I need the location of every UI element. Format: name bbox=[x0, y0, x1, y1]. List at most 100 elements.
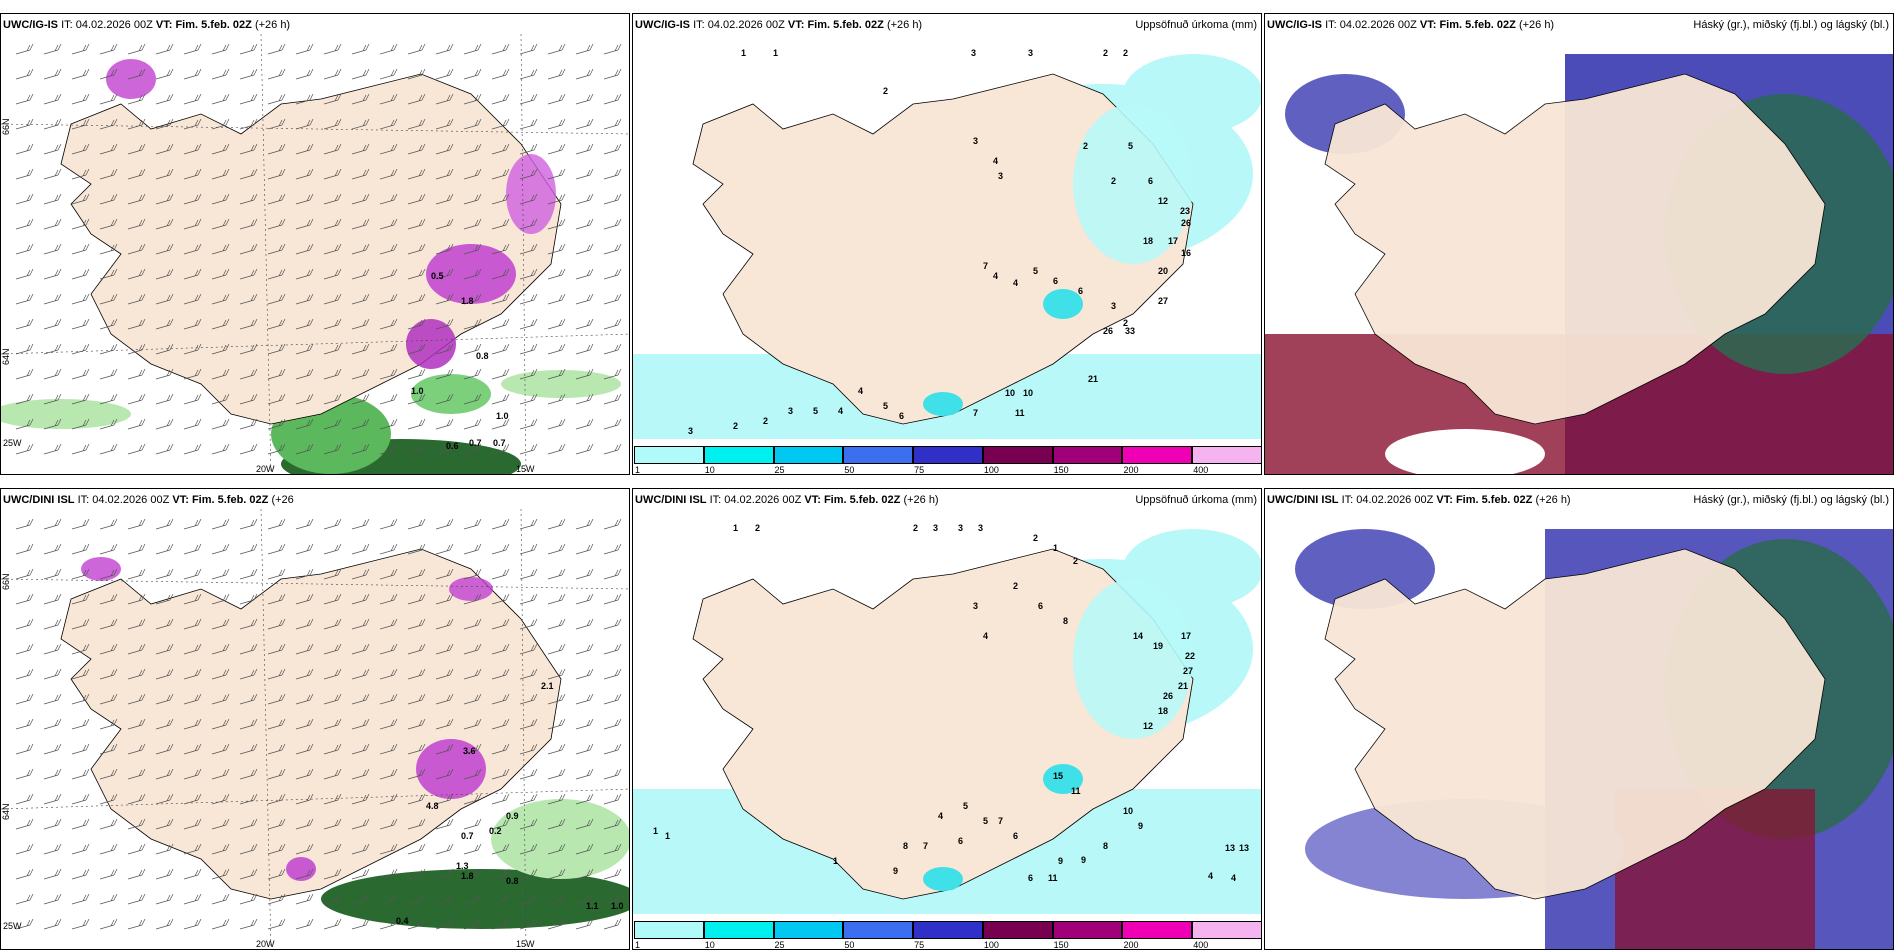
wind-barb bbox=[323, 293, 342, 305]
wind-barb bbox=[15, 543, 34, 555]
panel-bottom-left-wind-map: UWC/DINI ISL IT: 04.02.2026 00Z VT: Fim.… bbox=[0, 488, 630, 950]
wind-barb bbox=[211, 293, 230, 305]
lat-label: 66N bbox=[1, 118, 11, 135]
lon-label: 15W bbox=[516, 939, 535, 949]
vt-value: Fim. 5.feb. 02Z bbox=[191, 494, 269, 506]
wind-barb bbox=[351, 718, 370, 730]
colorbar-label: 100 bbox=[983, 940, 999, 950]
wind-barb bbox=[351, 568, 370, 580]
precip-value: 2 bbox=[883, 86, 888, 96]
wind-barb bbox=[435, 693, 454, 705]
wind-barb bbox=[463, 393, 482, 405]
value-label: 1.3 bbox=[456, 861, 469, 871]
wind-barb bbox=[267, 368, 286, 380]
wind-barb bbox=[407, 593, 426, 605]
precip-value: 13 bbox=[1239, 843, 1249, 853]
wind-barb bbox=[239, 618, 258, 630]
wind-barb bbox=[183, 243, 202, 255]
wind-barb bbox=[15, 668, 34, 680]
wind-barb bbox=[43, 243, 62, 255]
model-name: UWC/IG-IS bbox=[1267, 19, 1322, 31]
wind-barb bbox=[603, 318, 622, 330]
colorbar-swatch bbox=[1192, 446, 1261, 464]
wind-barb bbox=[127, 118, 146, 130]
wind-barb bbox=[295, 418, 314, 430]
wind-barb bbox=[491, 168, 510, 180]
wind-barb bbox=[71, 168, 90, 180]
wind-barb bbox=[463, 643, 482, 655]
wind-barb bbox=[323, 168, 342, 180]
wind-barb bbox=[351, 443, 370, 455]
wind-barb bbox=[183, 543, 202, 555]
wind-barb bbox=[603, 393, 622, 405]
wind-barb bbox=[239, 393, 258, 405]
wind-barb bbox=[519, 668, 538, 680]
wind-barb bbox=[99, 93, 118, 105]
wind-barb bbox=[295, 643, 314, 655]
precip-value: 19 bbox=[1153, 641, 1163, 651]
wind-barbs bbox=[15, 518, 622, 930]
wind-barb bbox=[99, 393, 118, 405]
wind-barb bbox=[379, 218, 398, 230]
wind-barb bbox=[379, 518, 398, 530]
wind-barb bbox=[491, 543, 510, 555]
wind-barb bbox=[547, 843, 566, 855]
wind-barb bbox=[351, 618, 370, 630]
wind-barb bbox=[43, 418, 62, 430]
wind-barb bbox=[407, 793, 426, 805]
it-label: IT: bbox=[61, 19, 73, 31]
wind-barb bbox=[407, 343, 426, 355]
wind-barb bbox=[603, 793, 622, 805]
wind-barb bbox=[155, 418, 174, 430]
wind-barb bbox=[15, 168, 34, 180]
wind-barb bbox=[407, 268, 426, 280]
wind-barb bbox=[547, 393, 566, 405]
precip-heavy bbox=[923, 104, 1193, 416]
precip-value: 8 bbox=[1063, 616, 1068, 626]
precip-value: 6 bbox=[1078, 286, 1083, 296]
wind-barb bbox=[491, 118, 510, 130]
wind-barb bbox=[323, 593, 342, 605]
wind-barb bbox=[183, 918, 202, 930]
wind-barb bbox=[211, 618, 230, 630]
wind-barb bbox=[575, 418, 594, 430]
vt-value: Fim. 5.feb. 02Z bbox=[175, 19, 252, 31]
wind-barb bbox=[71, 693, 90, 705]
wind-barb bbox=[351, 143, 370, 155]
wind-barb bbox=[351, 293, 370, 305]
wind-barb bbox=[127, 718, 146, 730]
panel-bottom-middle-precip-map: UWC/DINI ISL IT: 04.02.2026 00Z VT: Fim.… bbox=[632, 488, 1262, 950]
wind-barb bbox=[547, 743, 566, 755]
wind-barb bbox=[43, 718, 62, 730]
colorbar-swatch bbox=[1052, 446, 1123, 464]
wind-barb bbox=[295, 93, 314, 105]
wind-barb bbox=[323, 518, 342, 530]
colorbar-swatch bbox=[703, 921, 774, 939]
wind-barb bbox=[183, 868, 202, 880]
wind-barbs bbox=[15, 43, 622, 455]
wind-barb bbox=[155, 243, 174, 255]
colorbar-swatch bbox=[634, 921, 704, 939]
wind-barb bbox=[267, 618, 286, 630]
wind-barb bbox=[519, 218, 538, 230]
wind-barb bbox=[603, 643, 622, 655]
wind-barb bbox=[155, 293, 174, 305]
wind-map: 66N 64N 25W 20W 15W 0.5 1.0 1.0 0.6 0.7 … bbox=[1, 34, 629, 474]
wind-barb bbox=[519, 843, 538, 855]
wind-barb bbox=[211, 143, 230, 155]
wind-barb bbox=[379, 793, 398, 805]
wind-barb bbox=[407, 918, 426, 930]
wind-barb bbox=[435, 393, 454, 405]
wind-barb bbox=[183, 568, 202, 580]
colorbar-swatch bbox=[634, 446, 704, 464]
colorbar-swatch bbox=[982, 446, 1053, 464]
wind-barb bbox=[351, 818, 370, 830]
wind-barb bbox=[71, 618, 90, 630]
iceland-landmass bbox=[692, 73, 1194, 425]
wind-barb bbox=[43, 768, 62, 780]
wind-barb bbox=[183, 393, 202, 405]
wind-barb bbox=[379, 843, 398, 855]
wind-barb bbox=[155, 843, 174, 855]
wind-barb bbox=[435, 343, 454, 355]
wind-barb bbox=[519, 368, 538, 380]
